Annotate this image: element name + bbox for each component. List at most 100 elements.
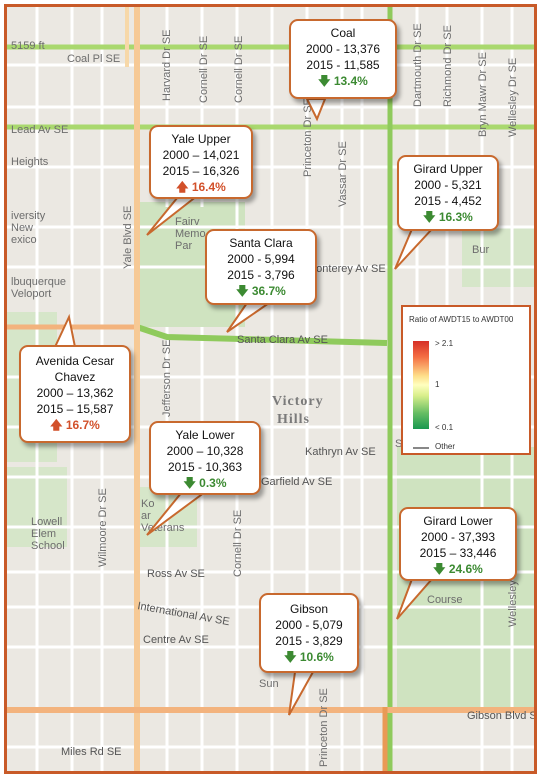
place-label-korean-2: ar <box>141 510 151 522</box>
arrow-down-icon: 🡇 <box>433 562 446 576</box>
callout-yale-upper-2015: 2015 – 16,326 <box>162 164 240 178</box>
place-label-fairview-2: Memo <box>175 228 206 240</box>
place-label-victory-2: Hills <box>277 412 310 427</box>
arrow-down-icon: 🡇 <box>183 476 196 490</box>
callout-girard-lower-2000: 2000 - 37,393 <box>420 530 496 544</box>
callout-coal-change-value: 13.4% <box>333 74 368 88</box>
street-label-gibson: Gibson Blvd SE <box>467 710 534 722</box>
callout-gibson-2015: 2015 - 3,829 <box>275 634 343 648</box>
street-label-wellesley-upper: Wellesley Dr SE <box>507 58 519 137</box>
street-label-jefferson: Jefferson Dr SE <box>161 340 173 417</box>
callout-yale-upper: Yale Upper 2000 – 14,021 2015 – 16,326 🡅… <box>149 125 253 199</box>
map-frame: 5159 ft Coal Pl SE Lead Av SE Heights iv… <box>4 4 537 774</box>
street-label-santa-clara: Santa Clara Av SE <box>237 334 328 346</box>
callout-yale-lower-change: 🡇 0.3% <box>157 475 253 491</box>
place-label-veloport-1: lbuquerque <box>11 276 66 288</box>
street-labels: 5159 ft Coal Pl SE Lead Av SE Heights iv… <box>11 23 534 767</box>
callout-avenida-change: 🡅 16.7% <box>27 417 123 433</box>
callout-avenida-2000: 2000 – 13,362 <box>36 386 114 400</box>
place-label-korean-1: Ko <box>141 498 154 510</box>
place-label-unm-1: iversity <box>11 210 46 222</box>
arrow-down-icon: 🡇 <box>318 74 331 88</box>
place-label-bur: Bur <box>472 244 489 256</box>
callout-gibson-name: Gibson <box>289 602 329 616</box>
callout-yale-lower: Yale Lower 2000 – 10,328 2015 - 10,363 🡇… <box>149 421 261 495</box>
place-label-unm-2: New <box>11 222 33 234</box>
street-label-gibson-dr: Princeton Dr SE <box>318 688 330 767</box>
place-label-course: Course <box>427 594 462 606</box>
arrow-up-icon: 🡅 <box>50 418 63 432</box>
street-label-coal-pl: Coal Pl SE <box>67 53 120 65</box>
callout-yale-lower-change-value: 0.3% <box>199 476 227 490</box>
place-label-fairview-1: Fairv <box>175 216 200 228</box>
street-label-vassar: Vassar Dr SE <box>337 141 349 207</box>
street-label-lead: Lead Av SE <box>11 124 68 136</box>
place-label-lowell-3: School <box>31 540 65 552</box>
pointer-coal <box>305 98 327 122</box>
callout-coal: Coal 2000 - 13,376 2015 - 11,585 🡇 13.4% <box>289 19 397 99</box>
place-label-fairview-3: Par <box>175 240 192 252</box>
callout-coal-name: Coal <box>330 26 356 40</box>
callout-gibson-change: 🡇 10.6% <box>267 649 351 665</box>
callout-girard-upper: Girard Upper 2000 - 5,321 2015 - 4,452 🡇… <box>397 155 499 231</box>
callout-santa-clara-2000: 2000 - 5,994 <box>227 252 295 266</box>
callout-gibson-2000: 2000 - 5,079 <box>275 618 343 632</box>
street-label-yale: Yale Blvd SE <box>122 206 134 269</box>
arrow-down-icon: 🡇 <box>423 210 436 224</box>
callout-girard-upper-change: 🡇 16.3% <box>405 209 491 225</box>
arrow-down-icon: 🡇 <box>284 650 297 664</box>
street-label-kathryn: Kathryn Av SE <box>305 446 376 458</box>
callout-gibson-change-value: 10.6% <box>299 650 334 664</box>
callout-santa-clara: Santa Clara 2000 - 5,994 2015 - 3,796 🡇 … <box>205 229 317 305</box>
callout-avenida-name: Avenida Cesar Chavez <box>35 354 115 384</box>
callout-girard-upper-2000: 2000 - 5,321 <box>414 178 482 192</box>
place-label-heights: Heights <box>11 156 49 168</box>
street-label-miles: Miles Rd SE <box>61 746 122 758</box>
street-label-centre: Centre Av SE <box>143 634 209 646</box>
place-label-lowell-1: Lowell <box>31 516 62 528</box>
callout-coal-2015: 2015 - 11,585 <box>306 58 380 72</box>
place-label-sunport: Sun <box>259 678 279 690</box>
arrow-down-icon: 🡇 <box>236 284 249 298</box>
place-label-lowell-2: Elem <box>31 528 56 540</box>
place-label-victory-1: Victory <box>272 394 324 409</box>
place-label-unm-3: exico <box>11 234 37 246</box>
map-legend: Ratio of AWDT15 to AWDT00 > 2.1 1 < 0.1 … <box>401 305 531 455</box>
elevation-label: 5159 ft <box>11 40 45 52</box>
legend-title: Ratio of AWDT15 to AWDT00 <box>409 315 514 324</box>
street-label-cornell-lower: Cornell Dr SE <box>232 510 244 577</box>
street-label-cornell-2: Cornell Dr SE <box>233 36 245 103</box>
callout-yale-upper-name: Yale Upper <box>171 132 231 146</box>
legend-tick-high: > 2.1 <box>435 339 454 348</box>
callout-yale-upper-change-value: 16.4% <box>191 180 226 194</box>
callout-yale-lower-2000: 2000 – 10,328 <box>166 444 244 458</box>
street-label-garfield: Garfield Av SE <box>261 476 332 488</box>
callout-girard-lower: Girard Lower 2000 - 37,393 2015 – 33,446… <box>399 507 517 581</box>
callout-girard-upper-2015: 2015 - 4,452 <box>414 194 482 208</box>
callout-santa-clara-2015: 2015 - 3,796 <box>227 268 295 282</box>
callout-gibson: Gibson 2000 - 5,079 2015 - 3,829 🡇 10.6% <box>259 593 359 673</box>
legend-color-ramp <box>413 341 429 429</box>
legend-tick-low: < 0.1 <box>435 423 454 432</box>
legend-other-label: Other <box>435 442 456 451</box>
street-label-dartmouth: Dartmouth Dr SE <box>412 23 424 107</box>
callout-santa-clara-change-value: 36.7% <box>251 284 286 298</box>
place-label-veloport-2: Veloport <box>11 288 51 300</box>
callout-coal-2000: 2000 - 13,376 <box>305 42 381 56</box>
callout-avenida-change-value: 16.7% <box>65 418 100 432</box>
callout-avenida-cesar-chavez: Avenida Cesar Chavez 2000 – 13,362 2015 … <box>19 345 131 443</box>
traffic-roads <box>7 7 534 771</box>
callout-santa-clara-name: Santa Clara <box>229 236 293 250</box>
callout-coal-change: 🡇 13.4% <box>297 73 389 89</box>
callout-girard-lower-change: 🡇 24.6% <box>407 561 509 577</box>
street-label-ross: Ross Av SE <box>147 568 205 580</box>
legend-tick-mid: 1 <box>435 380 440 389</box>
callout-girard-upper-change-value: 16.3% <box>438 210 473 224</box>
street-label-princeton: Princeton Dr SE <box>302 98 314 177</box>
street-label-monterey: Monterey Av SE <box>307 263 386 275</box>
legend-other-line <box>413 447 429 449</box>
callout-avenida-2015: 2015 – 15,587 <box>36 402 114 416</box>
callout-girard-upper-name: Girard Upper <box>413 162 483 176</box>
street-label-wilmoore: Wilmoore Dr SE <box>97 488 109 567</box>
street-label-harvard: Harvard Dr SE <box>161 29 173 101</box>
